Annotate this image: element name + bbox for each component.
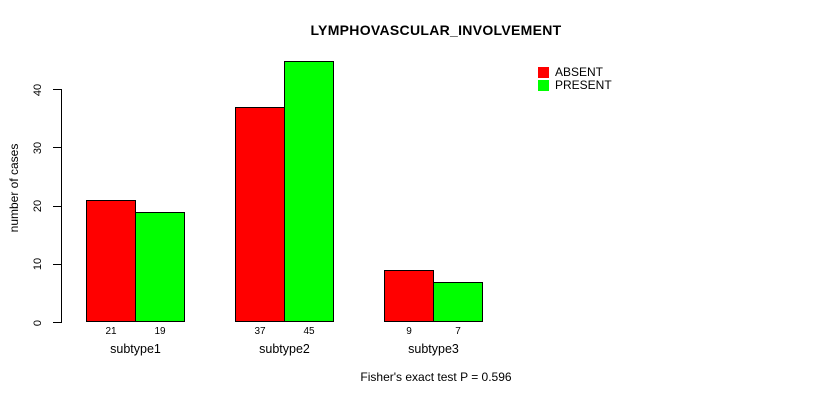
y-tick-label: 0: [32, 319, 44, 326]
category-label-subtype3: subtype3: [408, 342, 459, 356]
legend-label-absent: ABSENT: [555, 65, 604, 79]
legend: ABSENT PRESENT: [538, 66, 612, 92]
legend-item-present: PRESENT: [538, 79, 612, 91]
y-tick-label: 40: [32, 83, 44, 96]
bar-subtype3-present: [433, 281, 483, 323]
bar-value-label: 19: [154, 326, 166, 337]
legend-item-absent: ABSENT: [538, 66, 612, 78]
bar-value-label: 9: [406, 326, 412, 337]
bar-value-label: 7: [455, 326, 461, 337]
bar-subtype2-absent: [235, 107, 285, 323]
bar-subtype2-present: [284, 60, 334, 323]
category-label-subtype1: subtype1: [110, 342, 161, 356]
y-axis-label: number of cases: [7, 143, 21, 233]
legend-swatch-present: [538, 79, 549, 91]
y-axis-line: [61, 89, 62, 323]
y-tick-label: 30: [32, 141, 44, 155]
stat-test-caption: Fisher's exact test P = 0.596: [360, 370, 512, 384]
bar-subtype1-present: [135, 211, 185, 323]
category-label-subtype2: subtype2: [259, 342, 310, 356]
bar-value-label: 37: [254, 326, 266, 337]
y-tick-mark: [53, 147, 61, 149]
y-tick-mark: [53, 89, 61, 91]
bar-value-label: 45: [303, 326, 315, 337]
y-tick-label: 10: [32, 258, 44, 271]
y-tick-mark: [53, 263, 61, 265]
legend-label-present: PRESENT: [555, 78, 612, 92]
legend-swatch-absent: [538, 66, 549, 78]
chart-title: LYMPHOVASCULAR_INVOLVEMENT: [310, 22, 562, 38]
bar-subtype1-absent: [86, 200, 136, 323]
y-tick-mark: [53, 205, 61, 207]
bar-value-label: 21: [105, 326, 117, 337]
bar-subtype3-absent: [384, 270, 434, 323]
y-tick-label: 20: [32, 199, 44, 213]
y-tick-mark: [53, 322, 61, 323]
